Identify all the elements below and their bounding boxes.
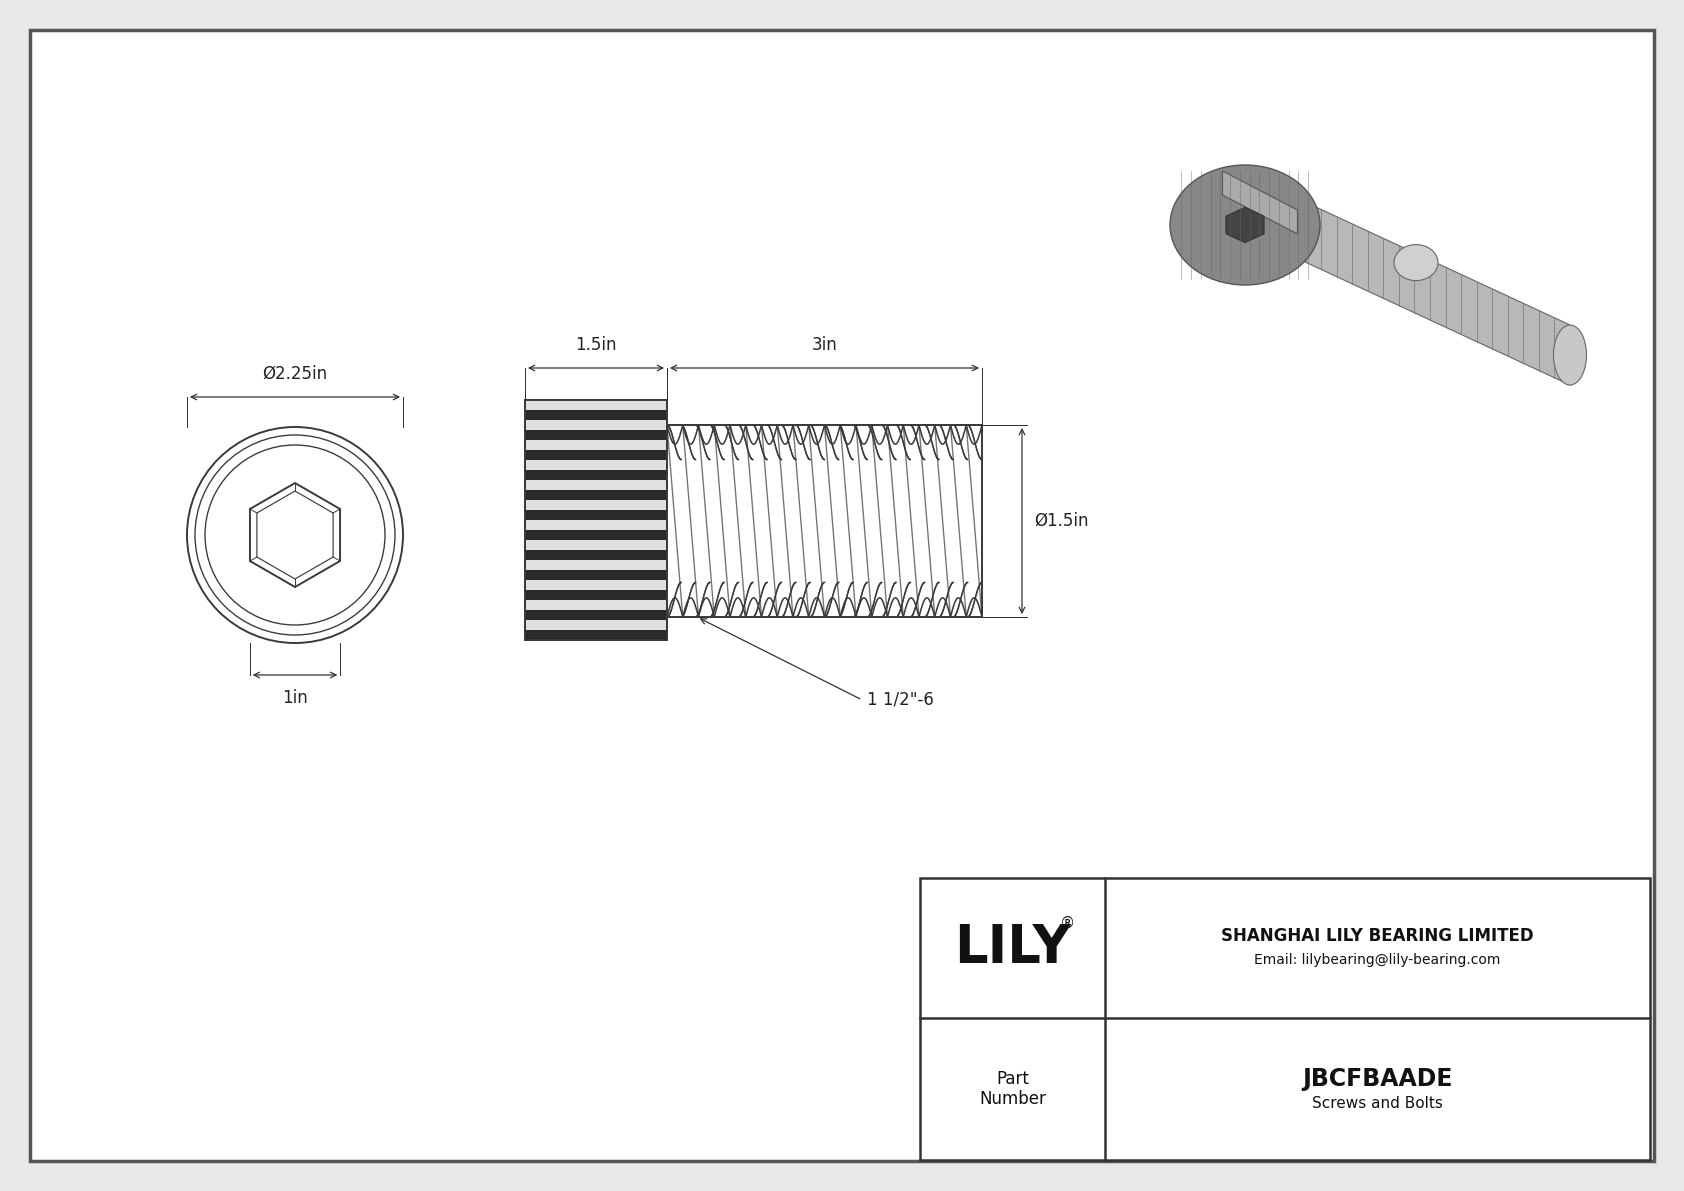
- Ellipse shape: [1394, 244, 1438, 281]
- Bar: [525, 400, 667, 640]
- Bar: [525, 400, 665, 410]
- Bar: [525, 550, 665, 560]
- Bar: [525, 460, 665, 470]
- Bar: [525, 500, 665, 510]
- Bar: [525, 530, 665, 540]
- Text: 3in: 3in: [812, 336, 837, 354]
- Bar: [525, 570, 665, 580]
- Bar: [919, 878, 1650, 1160]
- Bar: [525, 400, 667, 640]
- Bar: [525, 410, 665, 420]
- Bar: [525, 430, 665, 439]
- Bar: [525, 560, 665, 570]
- Polygon shape: [1223, 172, 1297, 233]
- Ellipse shape: [1554, 325, 1586, 385]
- Text: 1in: 1in: [283, 690, 308, 707]
- Text: Email: lilybearing@lily-bearing.com: Email: lilybearing@lily-bearing.com: [1255, 953, 1500, 967]
- Text: SHANGHAI LILY BEARING LIMITED: SHANGHAI LILY BEARING LIMITED: [1221, 927, 1534, 944]
- Text: 1.5in: 1.5in: [576, 336, 616, 354]
- Bar: [525, 520, 665, 530]
- Bar: [667, 425, 982, 617]
- Ellipse shape: [1170, 166, 1320, 285]
- Text: ®: ®: [1059, 916, 1074, 930]
- Text: Ø1.5in: Ø1.5in: [1034, 512, 1088, 530]
- Bar: [525, 450, 665, 460]
- Bar: [525, 540, 665, 550]
- Bar: [525, 420, 665, 430]
- Bar: [525, 590, 665, 600]
- Bar: [525, 470, 665, 480]
- Bar: [525, 600, 665, 610]
- Text: Part
Number: Part Number: [978, 1070, 1046, 1109]
- Bar: [525, 630, 665, 640]
- Polygon shape: [1290, 195, 1569, 385]
- Text: JBCFBAADE: JBCFBAADE: [1302, 1067, 1453, 1091]
- Bar: [525, 480, 665, 490]
- Bar: [525, 439, 665, 450]
- Bar: [525, 610, 665, 621]
- Bar: [525, 580, 665, 590]
- Bar: [525, 510, 665, 520]
- Bar: [525, 621, 665, 630]
- Text: LILY: LILY: [955, 922, 1071, 974]
- Text: Ø2.25in: Ø2.25in: [263, 364, 328, 384]
- Polygon shape: [1226, 207, 1265, 243]
- Bar: [525, 490, 665, 500]
- Text: 1 1/2"-6: 1 1/2"-6: [867, 691, 935, 709]
- Text: Screws and Bolts: Screws and Bolts: [1312, 1096, 1443, 1110]
